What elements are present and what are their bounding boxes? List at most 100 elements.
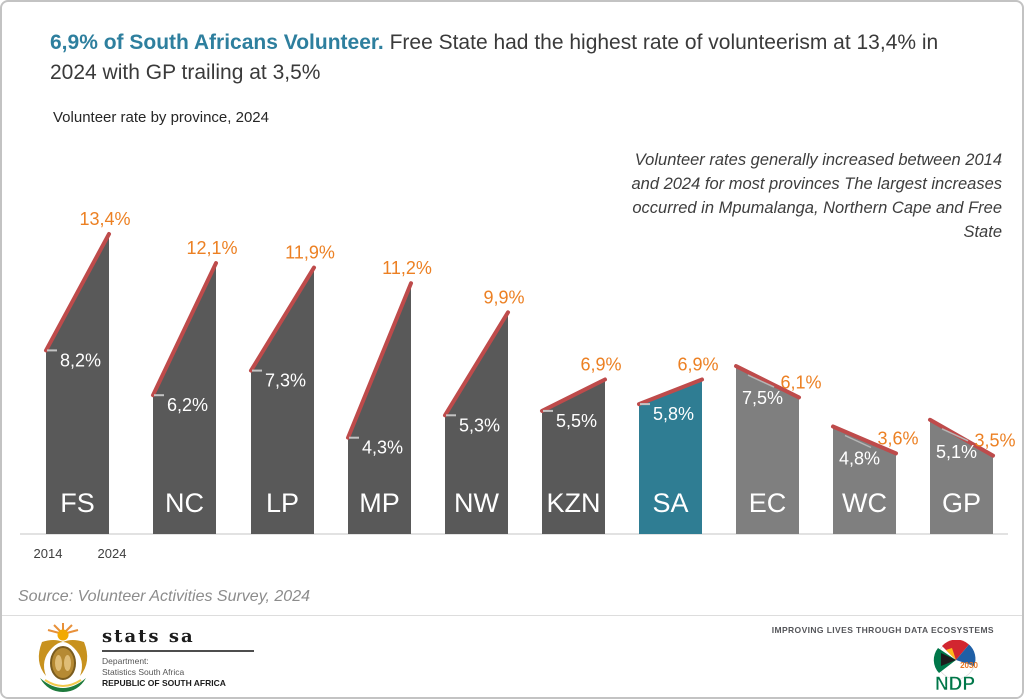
- stats-sa-block: stats sa Department: Statistics South Af…: [102, 626, 254, 689]
- bar-GP: 5,1%3,5% GP: [928, 417, 1016, 534]
- bar-shape-LP: [251, 267, 314, 534]
- bar-shape-FS: [46, 234, 109, 534]
- province-label-FS: FS: [60, 488, 95, 518]
- ndp-flag-blue: [956, 644, 976, 666]
- volunteer-bar-chart: 8,2% 13,4% FS 6,2% 12,1% NC 7,3% 11,9% LP 4,3% 11,…: [20, 209, 1016, 535]
- annotation-line: State: [963, 223, 1002, 241]
- ndp-flag-black: [941, 653, 956, 666]
- bar-shape-MP: [348, 283, 411, 534]
- headline: 6,9% of South Africans Volunteer. Free S…: [50, 28, 1000, 88]
- stats-sa-rule: [102, 650, 254, 652]
- value-2024-SA: 6,9%: [677, 355, 718, 375]
- province-label-KZN: KZN: [547, 488, 601, 518]
- annotation-note: Volunteer rates generally increased betw…: [542, 148, 1002, 244]
- bar-KZN: 5,5% 6,9% KZN: [540, 355, 622, 534]
- bar-SA: 5,8% 6,9% SA: [637, 355, 719, 534]
- x-axis-year-2014: 2014: [33, 546, 63, 561]
- value-2024-KZN: 6,9%: [580, 355, 621, 375]
- headline-line2: 2024 with GP trailing at 3,5%: [50, 61, 321, 84]
- annotation-line: and 2024 for most provinces The largest …: [631, 175, 1002, 193]
- footer: stats sa Department: Statistics South Af…: [2, 615, 1022, 697]
- value-2014-KZN: 5,5%: [556, 411, 597, 431]
- bar-EC: 7,5%6,1% EC: [734, 364, 822, 534]
- value-2014-EC: 7,5%: [742, 388, 783, 408]
- province-label-LP: LP: [266, 488, 299, 518]
- province-label-GP: GP: [942, 488, 981, 518]
- value-2014-NW: 5,3%: [459, 415, 500, 435]
- trend-line-NC: [151, 261, 218, 398]
- bar-WC: 4,8%3,6% WC: [831, 424, 919, 534]
- value-2014-NC: 6,2%: [167, 395, 208, 415]
- trend-line-EC: [734, 364, 801, 400]
- province-label-NC: NC: [165, 488, 204, 518]
- value-2024-FS: 13,4%: [79, 209, 130, 229]
- trend-line-NW: [443, 310, 510, 418]
- value-2024-NC: 12,1%: [186, 238, 237, 258]
- province-label-WC: WC: [842, 488, 887, 518]
- coat-of-arms-shield: [50, 646, 76, 680]
- coat-of-arms-figure: [64, 655, 71, 671]
- coat-of-arms-wing-left: [38, 640, 63, 676]
- coat-of-arms-wing-right: [63, 640, 88, 676]
- source-note: Source: Volunteer Activities Survey, 202…: [18, 588, 310, 605]
- province-label-SA: SA: [652, 488, 688, 518]
- stats-sa-dept-line3: REPUBLIC OF SOUTH AFRICA: [102, 678, 226, 688]
- bar-LP: 7,3% 11,9% LP: [249, 243, 335, 534]
- ndp-flag-red: [942, 640, 969, 660]
- bar-NC: 6,2% 12,1% NC: [151, 238, 238, 534]
- x-axis-year-2024: 2024: [97, 546, 127, 561]
- value-2014-WC: 4,8%: [839, 449, 880, 469]
- headline-highlight: 6,9% of South Africans Volunteer.: [50, 31, 384, 54]
- value-2024-MP: 11,2%: [382, 258, 432, 278]
- bar-NW: 5,3% 9,9% NW: [443, 287, 525, 534]
- province-label-EC: EC: [749, 488, 787, 518]
- value-2024-GP: 3,5%: [974, 431, 1015, 451]
- bar-shape-SA: [639, 379, 702, 534]
- coat-of-arms-logo: [38, 623, 88, 692]
- value-2024-EC: 6,1%: [780, 372, 821, 392]
- province-label-MP: MP: [359, 488, 400, 518]
- footer-tagline: IMPROVING LIVES THROUGH DATA ECOSYSTEMS: [771, 625, 994, 635]
- stats-sa-dept-line2: Statistics South Africa: [102, 667, 185, 677]
- coat-of-arms-sun: [57, 629, 69, 641]
- leader-2014-EC: [747, 374, 775, 388]
- leader-2014-GP: [941, 428, 969, 442]
- annotation-line: occurred in Mpumalanga, Northern Cape an…: [632, 199, 1002, 217]
- ndp-flag-gold: [946, 648, 956, 660]
- ndp-year-label: 2030: [960, 661, 978, 670]
- chart-subtitle: Volunteer rate by province, 2024: [53, 109, 269, 126]
- bar-shape-NW: [445, 312, 508, 534]
- bar-shape-KZN: [542, 379, 605, 534]
- value-2014-LP: 7,3%: [265, 371, 306, 391]
- trend-line-MP: [346, 281, 413, 440]
- bar-shape-NC: [153, 263, 216, 534]
- value-2014-SA: 5,8%: [653, 404, 694, 424]
- coat-of-arms-base: [40, 678, 86, 692]
- bar-MP: 4,3% 11,2% MP: [346, 258, 432, 534]
- trend-line-FS: [44, 232, 111, 353]
- trend-line-KZN: [540, 377, 607, 413]
- trend-line-SA: [637, 377, 704, 407]
- bar-shape-EC: [736, 366, 799, 534]
- annotation-line: Volunteer rates generally increased betw…: [634, 151, 1002, 169]
- headline-rest: Free State had the highest rate of volun…: [383, 31, 939, 54]
- value-2024-LP: 11,9%: [285, 243, 335, 263]
- value-2014-MP: 4,3%: [362, 438, 403, 458]
- ndp-wordmark: NDP: [935, 674, 975, 695]
- ndp-2030-logo: 2030 NDP: [933, 640, 978, 695]
- trend-line-WC: [831, 424, 898, 456]
- stats-sa-wordmark: stats sa: [102, 626, 195, 647]
- leader-2014-WC: [844, 434, 872, 449]
- bar-FS: 8,2% 13,4% FS: [44, 209, 131, 534]
- value-2014-GP: 5,1%: [936, 442, 977, 462]
- trend-line-LP: [249, 265, 316, 373]
- province-label-NW: NW: [454, 488, 499, 518]
- stats-sa-dept-line1: Department:: [102, 656, 149, 666]
- bar-shape-WC: [833, 426, 896, 534]
- coat-of-arms-figure: [55, 655, 62, 671]
- value-2024-WC: 3,6%: [877, 428, 918, 448]
- value-2014-FS: 8,2%: [60, 350, 101, 370]
- coat-of-arms-base-stripe: [44, 679, 82, 687]
- value-2024-NW: 9,9%: [483, 287, 524, 307]
